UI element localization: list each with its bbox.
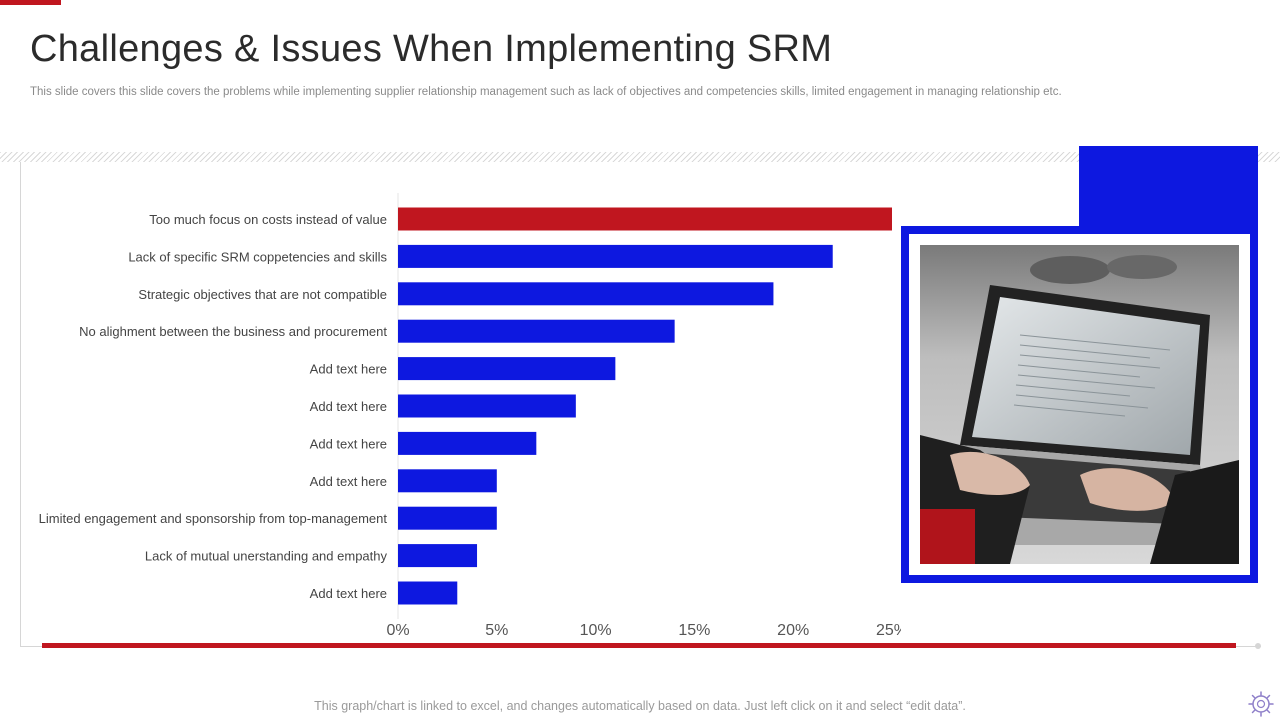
category-label-10: Add text here: [310, 586, 387, 601]
bar-3[interactable]: [398, 319, 675, 343]
x-tick-label-0: 0%: [386, 622, 409, 639]
bar-1[interactable]: [398, 244, 833, 268]
bar-10[interactable]: [398, 581, 458, 605]
top-accent-bar: [0, 0, 61, 5]
category-label-3: No alighment between the business and pr…: [79, 324, 387, 339]
category-label-4: Add text here: [310, 362, 387, 377]
category-label-5: Add text here: [310, 399, 387, 414]
bar-6[interactable]: [398, 431, 537, 455]
hatched-divider: [0, 152, 1280, 162]
x-tick-label-3: 15%: [678, 622, 710, 639]
bar-7[interactable]: [398, 469, 497, 493]
settings-gear-icon[interactable]: [1247, 690, 1275, 718]
bar-9[interactable]: [398, 544, 478, 568]
x-tick-label-5: 25%: [876, 622, 901, 639]
photo-red-square: [920, 509, 975, 564]
category-label-9: Lack of mutual unerstanding and empathy: [145, 549, 388, 564]
category-label-8: Limited engagement and sponsorship from …: [39, 511, 388, 526]
bar-0[interactable]: [398, 207, 892, 231]
bar-8[interactable]: [398, 506, 497, 530]
bar-4[interactable]: [398, 357, 616, 381]
x-tick-label-1: 5%: [485, 622, 508, 639]
category-label-2: Strategic objectives that are not compat…: [138, 287, 387, 302]
x-tick-label-4: 20%: [777, 622, 809, 639]
category-label-1: Lack of specific SRM coppetencies and sk…: [128, 249, 387, 264]
bar-2[interactable]: [398, 282, 774, 306]
footer-note: This graph/chart is linked to excel, and…: [314, 699, 966, 713]
category-label-7: Add text here: [310, 474, 387, 489]
bar-chart[interactable]: Too much focus on costs instead of value…: [21, 162, 901, 646]
slide-title: Challenges & Issues When Implementing SR…: [30, 28, 833, 70]
category-label-6: Add text here: [310, 436, 387, 451]
laptop-typing-photo: [920, 245, 1239, 564]
photo-frame: [901, 226, 1258, 583]
slide-subtitle: This slide covers this slide covers the …: [30, 86, 1062, 98]
bar-5[interactable]: [398, 394, 576, 418]
bottom-accent-line: [42, 643, 1236, 648]
x-tick-label-2: 10%: [580, 622, 612, 639]
corner-dot: [1255, 643, 1261, 649]
category-label-0: Too much focus on costs instead of value: [149, 212, 387, 227]
